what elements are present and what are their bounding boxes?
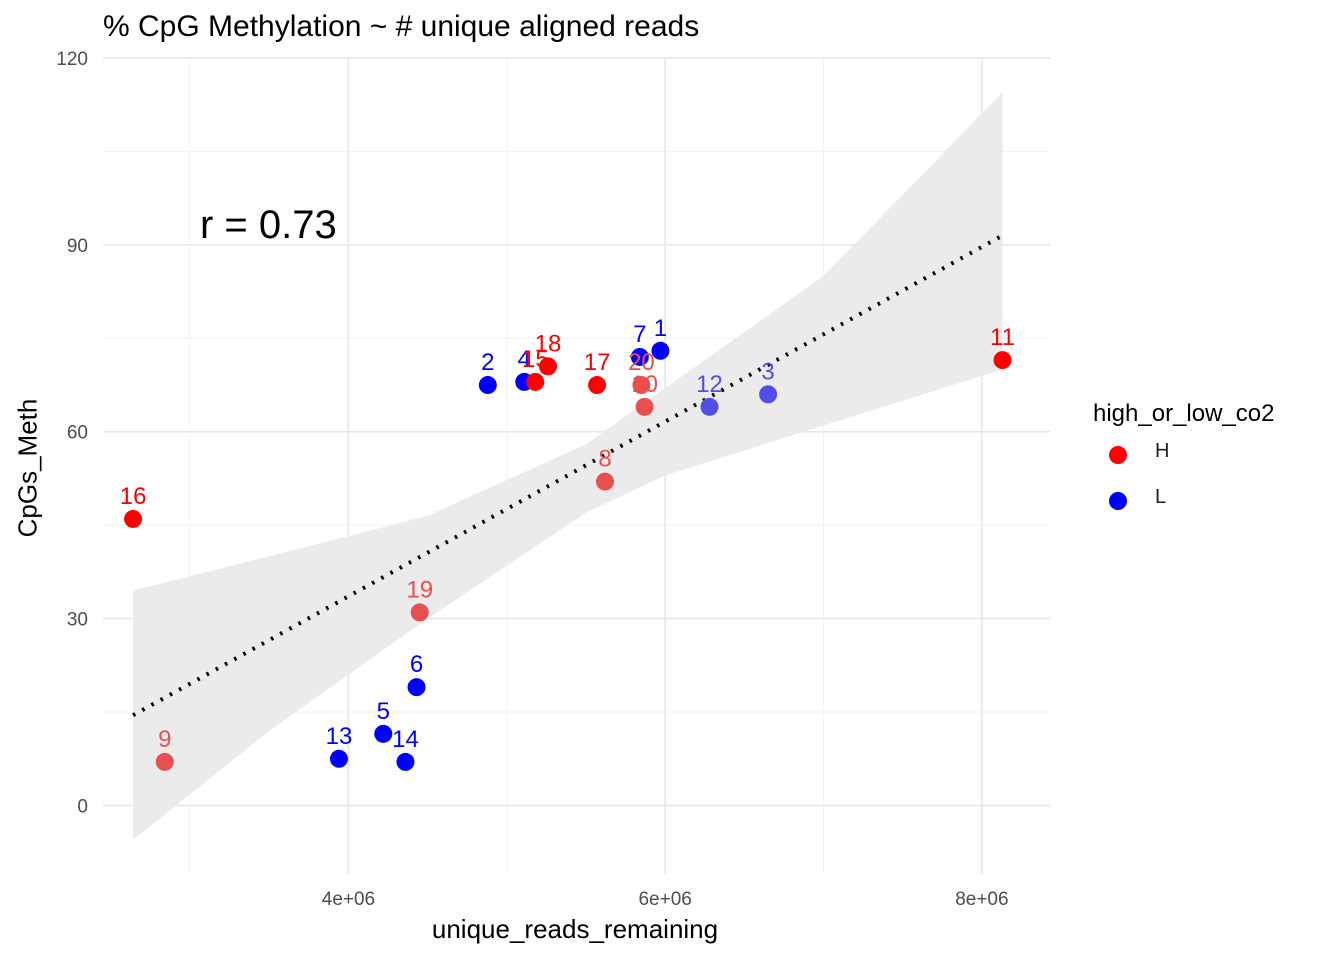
x-tick-label: 6e+06: [638, 889, 691, 910]
data-point: [630, 347, 649, 366]
data-point: [700, 397, 719, 416]
data-point: [155, 752, 174, 771]
y-axis-label: CpGs_Meth: [12, 398, 43, 538]
point-label: 1: [654, 315, 667, 342]
data-point: [329, 749, 348, 768]
legend-item-l: L: [1093, 484, 1274, 530]
point-label: 19: [406, 576, 433, 603]
data-point: [651, 341, 670, 360]
data-point: [407, 678, 426, 697]
point-label: 10: [631, 371, 658, 398]
data-point: [124, 509, 143, 528]
confidence-band: [133, 92, 1003, 840]
point-label: 14: [392, 726, 419, 753]
y-tick-label: 60: [67, 423, 88, 444]
legend-title: high_or_low_co2: [1093, 400, 1275, 427]
y-tick-label: 120: [56, 49, 88, 70]
y-tick-label: 30: [67, 610, 88, 631]
legend-item-h: H: [1093, 438, 1274, 484]
data-point: [374, 724, 393, 743]
legend-key-h: [1109, 446, 1127, 464]
chart-title: % CpG Methylation ~ # unique aligned rea…: [103, 10, 700, 43]
point-label: 4: [518, 346, 531, 373]
point-label: 9: [158, 726, 171, 753]
data-points: [124, 341, 1012, 771]
point-label: 6: [410, 651, 423, 678]
point-label: 11: [990, 324, 1015, 351]
point-label: 12: [696, 371, 723, 398]
point-label: 15: [522, 346, 549, 373]
legend: high_or_low_co2 H L: [1093, 400, 1274, 530]
data-point: [396, 752, 415, 771]
correlation-annotation: r = 0.73: [200, 203, 337, 247]
x-tick-label: 8e+06: [955, 889, 1008, 910]
data-point: [410, 603, 429, 622]
x-tick-label: 4e+06: [322, 889, 375, 910]
data-point: [993, 351, 1012, 370]
legend-key-l: [1109, 492, 1127, 510]
point-label: 16: [120, 483, 147, 510]
point-label: 7: [633, 321, 646, 348]
data-point: [596, 472, 615, 491]
legend-label-l: L: [1155, 486, 1167, 508]
point-label: 18: [535, 330, 562, 357]
data-point: [538, 357, 557, 376]
point-label: 5: [377, 698, 390, 725]
point-label: 20: [628, 349, 655, 376]
point-label: 2: [481, 349, 494, 376]
data-point: [478, 376, 497, 395]
point-label: 3: [761, 358, 774, 385]
point-label: 17: [584, 349, 611, 376]
y-tick-label: 90: [67, 236, 88, 257]
legend-label-h: H: [1155, 440, 1170, 462]
data-point: [635, 397, 654, 416]
x-axis-label: unique_reads_remaining: [431, 914, 719, 944]
point-label: 8: [598, 446, 611, 473]
data-point: [632, 376, 651, 395]
data-point: [759, 385, 778, 404]
point-label: 13: [326, 723, 353, 750]
data-point: [588, 376, 607, 395]
confidence-band-area: [133, 92, 1003, 840]
data-point: [526, 372, 545, 391]
y-tick-label: 0: [77, 796, 88, 817]
